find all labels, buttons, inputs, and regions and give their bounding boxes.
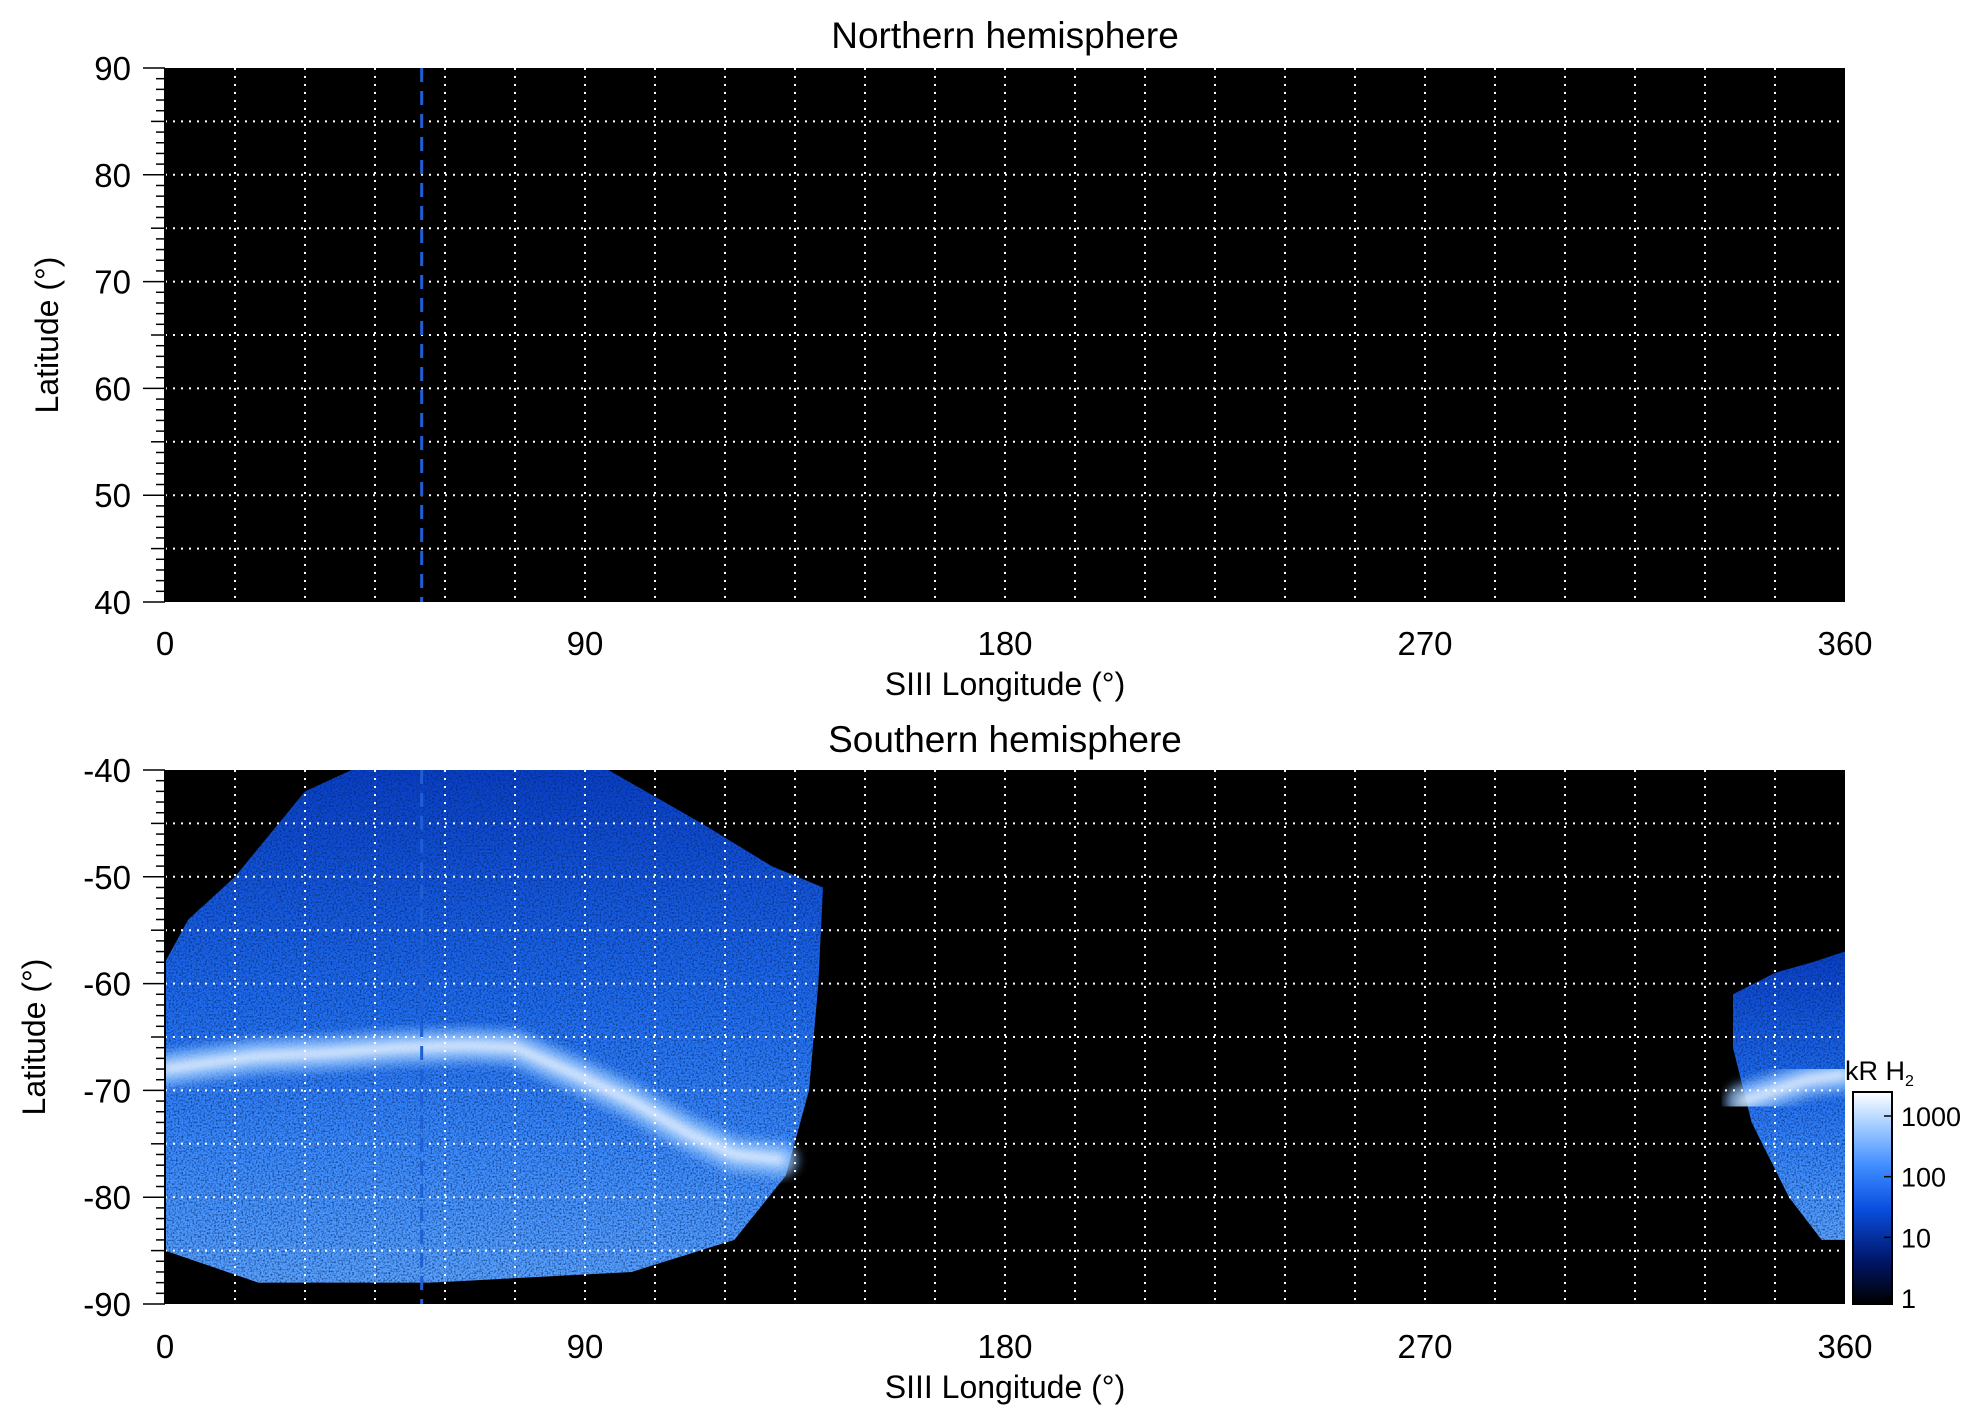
panel-title: Northern hemisphere — [831, 15, 1179, 56]
x-tick-label: 270 — [1397, 625, 1452, 662]
y-tick-label: 60 — [94, 370, 131, 407]
x-tick-label: 180 — [977, 625, 1032, 662]
colorbar-scale — [1852, 1091, 1893, 1305]
y-tick-label: 90 — [94, 50, 131, 87]
colorbar: kR H2 1 10 100 1000 — [1845, 1056, 1961, 1314]
y-axis-label: Latitude (°) — [16, 959, 52, 1116]
y-axis: -90 -80 -70 -60 -50 -40 Latitude (°) — [16, 752, 166, 1323]
y-tick-label: -90 — [83, 1286, 131, 1323]
grid — [165, 770, 1845, 1304]
colorbar-tick-label: 100 — [1901, 1163, 1946, 1193]
y-tick-label: 50 — [94, 477, 131, 514]
x-axis-label: SIII Longitude (°) — [885, 666, 1125, 702]
x-axis: 0 90 180 270 360 SIII Longitude (°) — [156, 625, 1873, 702]
x-tick-label: 360 — [1817, 625, 1872, 662]
panel-0: Northern hemisphere 40 50 60 70 80 90 Latitude … — [29, 15, 1873, 702]
y-tick-label: 40 — [94, 584, 131, 621]
y-tick-label: 70 — [94, 264, 131, 301]
auroral-oval — [1737, 1069, 1845, 1106]
y-tick-label: 80 — [94, 157, 131, 194]
colorbar-tick-label: 1000 — [1901, 1102, 1961, 1132]
x-axis-label: SIII Longitude (°) — [885, 1369, 1125, 1405]
x-tick-label: 90 — [567, 625, 604, 662]
x-tick-label: 180 — [977, 1328, 1032, 1365]
y-axis: 40 50 60 70 80 90 Latitude (°) — [29, 50, 166, 621]
x-tick-label: 360 — [1817, 1328, 1872, 1365]
y-tick-label: -50 — [83, 859, 131, 896]
x-tick-label: 0 — [156, 1328, 174, 1365]
x-axis: 0 90 180 270 360 SIII Longitude (°) — [156, 1328, 1873, 1405]
y-tick-label: -70 — [83, 1072, 131, 1109]
colorbar-label-text: kR H — [1845, 1056, 1905, 1086]
emission-region-main — [165, 770, 823, 1283]
colorbar-label-subscript: 2 — [1905, 1073, 1914, 1090]
panel-1: Southern hemisphere -90 -80 -70 -60 -50 -40 Lat… — [16, 719, 1961, 1405]
colorbar-tick-label: 1 — [1901, 1284, 1916, 1314]
x-tick-label: 270 — [1397, 1328, 1452, 1365]
y-tick-label: -60 — [83, 966, 131, 1003]
y-axis-label: Latitude (°) — [29, 257, 65, 414]
auroral-oval — [165, 1041, 786, 1165]
panel-title: Southern hemisphere — [828, 719, 1182, 760]
x-tick-label: 0 — [156, 625, 174, 662]
colorbar-tick-label: 10 — [1901, 1223, 1931, 1253]
x-tick-label: 90 — [567, 1328, 604, 1365]
grid — [165, 68, 1845, 602]
y-tick-label: -80 — [83, 1179, 131, 1216]
y-tick-label: -40 — [83, 752, 131, 789]
colorbar-label: kR H2 — [1845, 1056, 1914, 1090]
